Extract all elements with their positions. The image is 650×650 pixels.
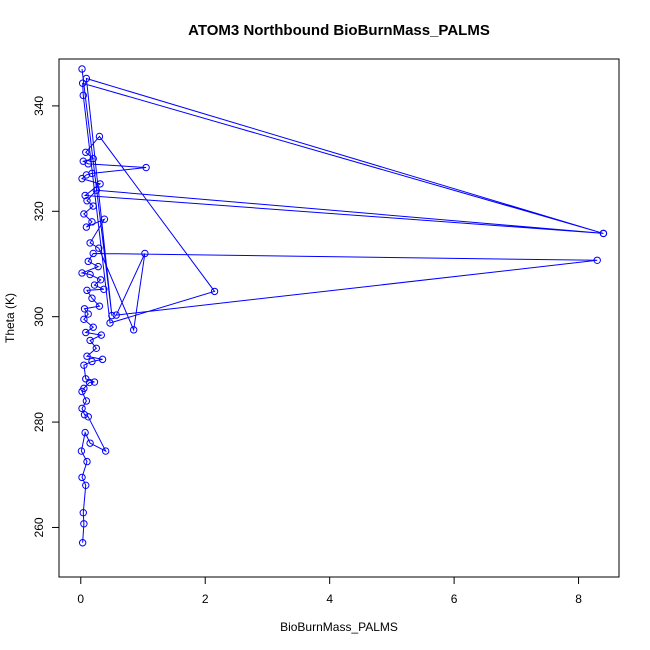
data-point [141,249,149,258]
data-point [96,276,105,284]
data-point [84,310,92,318]
data-point [80,384,88,393]
data-point [77,447,86,455]
y-tick-label: 260 [32,517,46,537]
y-tick-label: 300 [32,306,46,326]
data-point [90,281,99,289]
x-axis-label: BioBurnMass_PALMS [280,620,398,634]
data-point [88,357,96,366]
data-point [95,244,103,252]
data-point [95,302,104,310]
data-point [78,269,86,277]
data-point [89,202,97,210]
data-point [94,262,102,271]
x-tick-label: 4 [326,592,333,606]
data-point [82,148,90,156]
data-point [599,229,608,238]
y-axis-label: Theta (K) [3,293,17,343]
data-point [89,154,97,163]
data-point [95,132,104,141]
data-point [82,223,91,231]
data-point [80,305,89,313]
data-point [100,285,108,293]
data-point [82,481,90,490]
data-point [100,215,109,223]
data-point [84,413,92,421]
x-tick-label: 6 [451,592,458,606]
data-point [142,163,150,172]
data-point [88,294,96,302]
data-point [78,65,86,73]
data-point [79,157,87,165]
data-point [83,352,91,360]
data-point [86,270,94,279]
x-tick-label: 2 [202,592,209,606]
data-point [83,286,91,295]
data-point [88,169,96,178]
data-point [82,74,91,83]
data-point [86,439,94,447]
data-point [593,256,601,264]
data-point [108,311,116,320]
data-point [79,509,87,517]
data-point [112,311,120,319]
data-point [78,79,87,87]
data-point [81,191,89,200]
data-point [88,218,96,226]
data-point [78,473,86,482]
data-point [92,344,101,352]
data-point [86,336,94,345]
data-point [129,326,138,334]
y-tick-label: 340 [32,96,46,116]
data-point [101,447,110,455]
data-point [80,520,88,528]
y-tick-label: 280 [32,412,46,432]
data-point [84,257,92,266]
data-point [90,378,99,386]
x-tick-label: 8 [575,592,582,606]
data-point [82,375,90,383]
data-point [89,323,97,331]
x-tick-label: 0 [77,592,84,606]
data-point [80,411,89,419]
data-point [81,428,89,437]
data-point [82,328,90,337]
data-point [106,319,114,327]
data-point [83,197,91,205]
data-point [82,397,91,405]
y-tick-label: 320 [32,201,46,221]
data-point [78,539,87,547]
data-point [80,361,88,369]
data-point [85,378,94,387]
data-point [80,210,88,218]
data-point [79,91,87,100]
data-point [78,404,86,413]
data-point [80,315,88,324]
data-point [210,287,219,296]
data-point [89,249,97,258]
data-point [96,180,104,188]
data-point [92,186,101,194]
data-point [83,457,91,466]
chart-title: ATOM3 Northbound BioBurnMass_PALMS [188,22,490,39]
data-point [97,331,106,339]
data-point [78,174,86,183]
data-point [98,355,107,364]
data-point [86,239,94,247]
x-axis: 0 2 4 6 8 [77,576,582,606]
series-layer [77,65,608,547]
y-axis: 260 280 300 320 340 [32,96,60,537]
